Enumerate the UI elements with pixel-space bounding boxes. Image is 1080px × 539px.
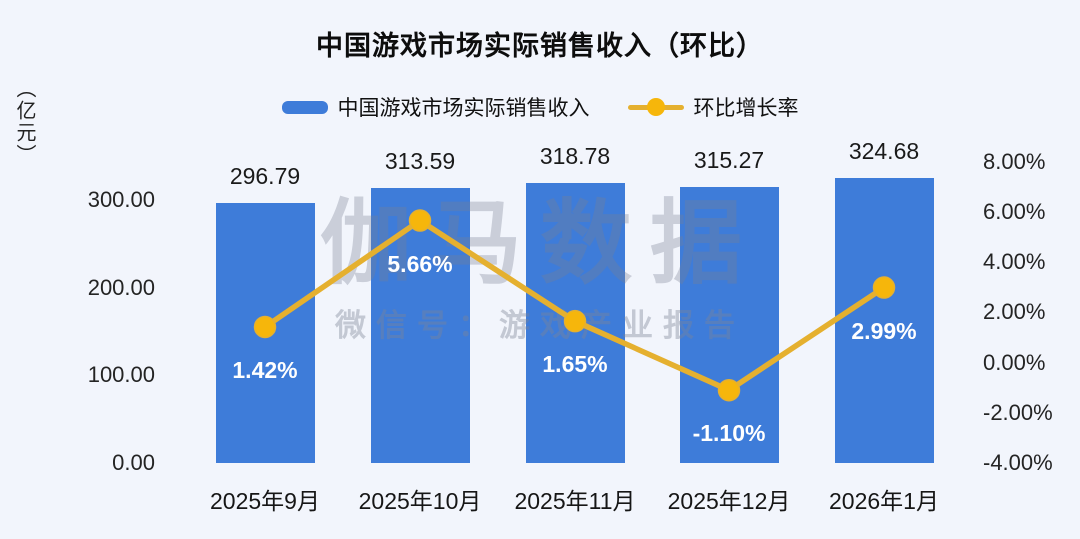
line-point-label: 1.42% bbox=[232, 356, 298, 383]
legend-label-revenue: 中国游戏市场实际销售收入 bbox=[337, 97, 590, 120]
x-axis-label: 2025年12月 bbox=[667, 488, 791, 514]
left-axis-tick: 100.00 bbox=[87, 362, 155, 388]
bar bbox=[370, 187, 470, 463]
left-axis-tick: 200.00 bbox=[87, 274, 155, 300]
legend-line-swatch-icon bbox=[627, 97, 684, 117]
bar-value-label: 324.68 bbox=[848, 138, 920, 165]
left-axis-tick: 300.00 bbox=[87, 186, 155, 212]
legend-bar-swatch-icon bbox=[281, 100, 328, 114]
line-point-label: 1.65% bbox=[542, 351, 608, 378]
bar-value-label: 313.59 bbox=[384, 147, 456, 174]
line-point-marker bbox=[253, 315, 277, 339]
left-axis-tick: 0.00 bbox=[112, 450, 155, 475]
bar-value-label: 315.27 bbox=[693, 146, 765, 173]
right-axis-tick: 2.00% bbox=[983, 299, 1046, 325]
x-axis-label: 2025年9月 bbox=[210, 488, 320, 514]
line-point-marker bbox=[563, 309, 587, 333]
legend-item-revenue: 中国游戏市场实际销售收入 bbox=[281, 92, 590, 122]
x-axis-label: 2025年10月 bbox=[358, 488, 482, 514]
legend: 中国游戏市场实际销售收入 环比增长率 bbox=[0, 92, 1080, 122]
y-axis-unit-label: （亿元） bbox=[13, 78, 35, 166]
chart-title: 中国游戏市场实际销售收入（环比） bbox=[316, 31, 764, 61]
legend-item-growth-rate: 环比增长率 bbox=[627, 92, 799, 122]
line-point-label: -1.10% bbox=[692, 420, 766, 447]
bar-value-label: 318.78 bbox=[539, 143, 611, 170]
legend-line-dot bbox=[646, 98, 665, 116]
legend-label-growth-rate: 环比增长率 bbox=[693, 97, 799, 120]
bar bbox=[679, 186, 779, 463]
right-axis-tick: 8.00% bbox=[983, 148, 1046, 174]
bar bbox=[834, 178, 934, 463]
right-axis-tick: 0.00% bbox=[983, 349, 1046, 375]
right-axis-tick: 6.00% bbox=[983, 199, 1046, 224]
line-point-label: 2.99% bbox=[851, 317, 917, 344]
watermark-subtitle: 微信号：游戏产业报告 bbox=[335, 308, 745, 343]
x-axis-label: 2026年1月 bbox=[829, 488, 939, 514]
x-axis-label: 2025年11月 bbox=[514, 488, 636, 514]
line-point-marker bbox=[408, 209, 432, 232]
right-axis-tick: -2.00% bbox=[983, 399, 1053, 425]
right-axis-tick: -4.00% bbox=[983, 450, 1053, 475]
line-point-marker bbox=[717, 378, 741, 402]
line-point-label: 5.66% bbox=[387, 250, 453, 277]
right-axis-tick: 4.00% bbox=[983, 249, 1046, 275]
line-point-marker bbox=[872, 276, 896, 299]
bar-value-label: 296.79 bbox=[229, 162, 301, 189]
